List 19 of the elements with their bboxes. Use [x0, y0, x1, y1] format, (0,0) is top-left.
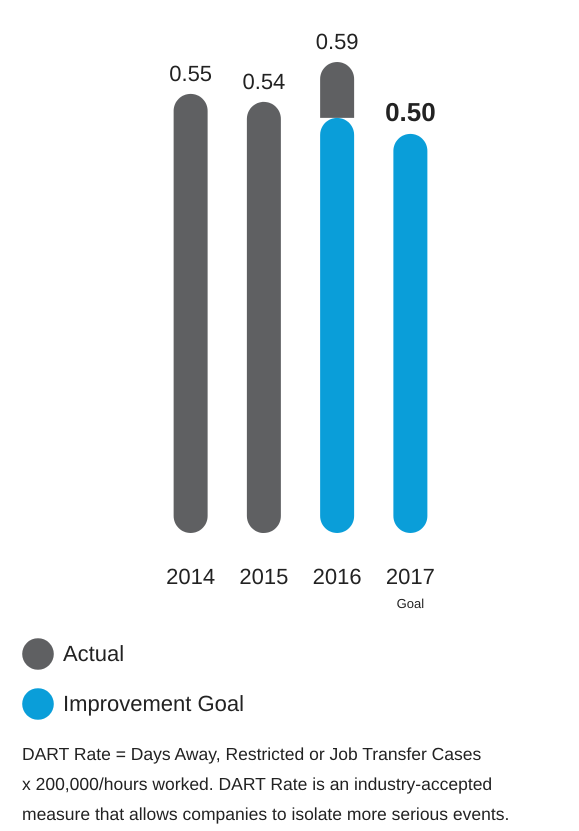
text: x 200,000/hours worked. DART Rate is an industry-accepted: [22, 774, 492, 794]
x-tick-label: 2017: [386, 564, 435, 589]
bar: [320, 118, 354, 533]
bar: [393, 134, 428, 533]
legend-label: Actual: [63, 641, 124, 666]
total-label: 0.59: [316, 29, 359, 54]
text: measure that allows companies to isolate more serious events.: [22, 804, 510, 824]
x-tick-label: 2016: [312, 564, 362, 589]
x-tick-label: 2015: [239, 564, 288, 589]
data-label: 0.50: [385, 96, 436, 127]
bar: [174, 94, 208, 533]
data-label: 0.55: [169, 60, 212, 86]
x-tick-label: 2014: [166, 564, 216, 589]
text: Goal: [396, 596, 424, 611]
data-label: 0.54: [242, 68, 286, 94]
bar: [246, 102, 281, 533]
bar: [320, 62, 354, 118]
text: DART Rate = Days Away, Restricted or Job Transfer Cases: [22, 744, 482, 764]
legend-label: Improvement Goal: [63, 691, 244, 716]
